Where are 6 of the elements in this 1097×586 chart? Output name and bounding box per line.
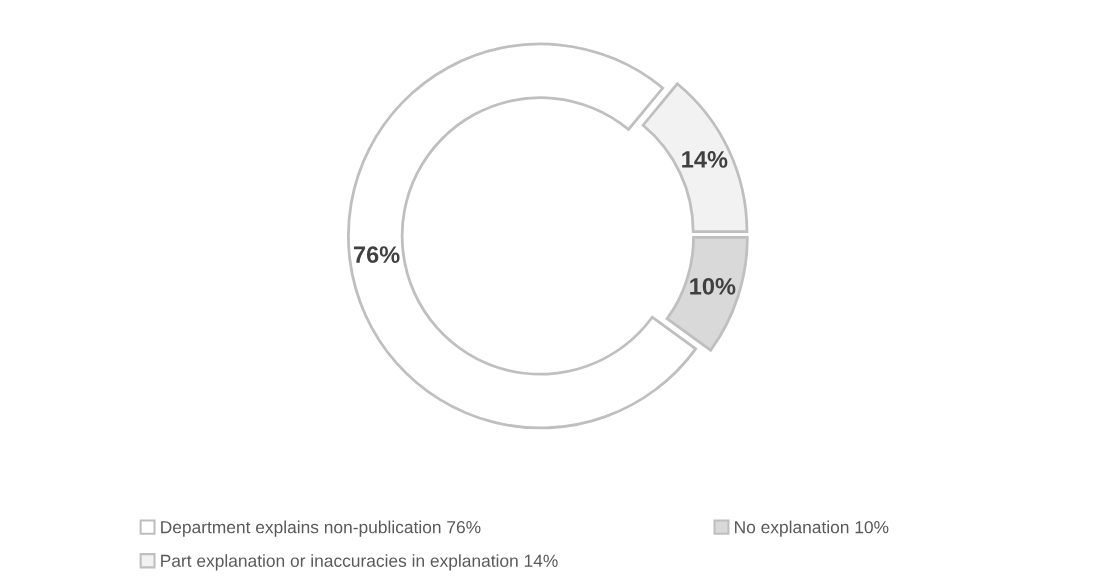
legend-label: Part explanation or inaccuracies in explanation 14% [161,554,558,571]
data-label: 10% [690,278,736,295]
legend-label: No explanation 10% [735,520,889,537]
data-label: 76% [353,246,400,263]
data-label: 14% [682,151,728,168]
legend-label: Department explains non-publication 76% [161,520,481,537]
